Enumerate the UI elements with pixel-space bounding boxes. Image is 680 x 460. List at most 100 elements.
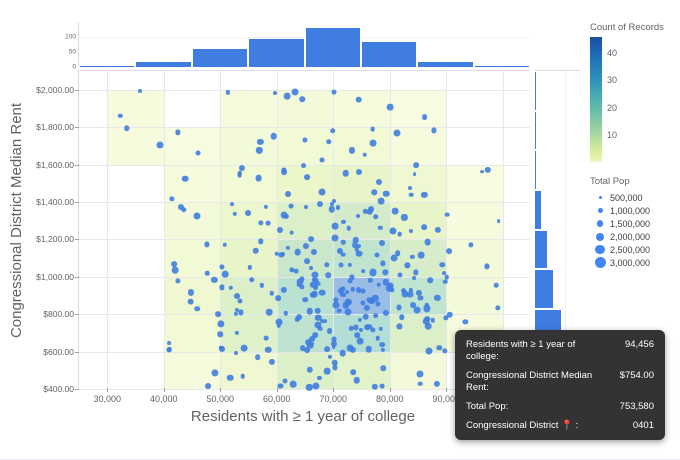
scatter-point[interactable] <box>360 269 365 273</box>
scatter-point[interactable] <box>368 297 375 305</box>
scatter-point[interactable] <box>325 138 332 145</box>
scatter-point[interactable] <box>408 288 414 293</box>
scatter-point[interactable] <box>439 261 446 268</box>
scatter-point[interactable] <box>344 289 349 295</box>
scatter-point[interactable] <box>226 90 231 95</box>
scatter-point[interactable] <box>412 276 417 280</box>
scatter-point[interactable] <box>371 383 378 391</box>
scatter-point[interactable] <box>181 175 189 182</box>
scatter-point[interactable] <box>416 290 423 297</box>
scatter-point[interactable] <box>237 298 243 304</box>
scatter-point[interactable] <box>331 359 338 366</box>
scatter-point[interactable] <box>412 171 417 176</box>
top-histogram-bar[interactable] <box>304 26 361 67</box>
scatter-point[interactable] <box>446 311 453 318</box>
scatter-point[interactable] <box>390 254 398 262</box>
scatter-point[interactable] <box>275 318 283 326</box>
scatter-point[interactable] <box>318 188 326 196</box>
scatter-point[interactable] <box>280 286 287 293</box>
scatter-point[interactable] <box>254 354 261 361</box>
scatter-point[interactable] <box>376 282 381 287</box>
scatter-point[interactable] <box>399 314 405 321</box>
scatter-point[interactable] <box>442 271 447 276</box>
scatter-point[interactable] <box>196 150 201 156</box>
scatter-point[interactable] <box>245 210 252 217</box>
scatter-point[interactable] <box>355 168 362 175</box>
scatter-point[interactable] <box>193 212 201 220</box>
scatter-point[interactable] <box>446 247 453 254</box>
scatter-point[interactable] <box>383 190 390 198</box>
scatter-point[interactable] <box>382 278 390 286</box>
scatter-point[interactable] <box>280 211 288 219</box>
scatter-point[interactable] <box>404 262 411 269</box>
scatter-point[interactable] <box>443 315 449 321</box>
scatter-point[interactable] <box>342 302 349 309</box>
scatter-point[interactable] <box>273 91 278 96</box>
scatter-point[interactable] <box>332 301 340 309</box>
scatter-point[interactable] <box>238 309 244 315</box>
scatter-point[interactable] <box>462 319 468 325</box>
scatter-point[interactable] <box>430 318 435 323</box>
scatter-point[interactable] <box>235 307 240 312</box>
scatter-point[interactable] <box>339 349 347 357</box>
scatter-point[interactable] <box>324 345 330 352</box>
scatter-point[interactable] <box>266 220 271 226</box>
scatter-point[interactable] <box>175 129 181 136</box>
scatter-point[interactable] <box>425 322 432 330</box>
scatter-point[interactable] <box>306 384 313 391</box>
scatter-point[interactable] <box>392 207 399 215</box>
scatter-point[interactable] <box>264 346 272 353</box>
scatter-point[interactable] <box>172 267 179 274</box>
scatter-point[interactable] <box>305 339 311 345</box>
scatter-point[interactable] <box>276 323 282 328</box>
scatter-point[interactable] <box>222 242 227 248</box>
scatter-point[interactable] <box>156 141 164 149</box>
scatter-point[interactable] <box>379 341 385 348</box>
scatter-point[interactable] <box>317 326 323 332</box>
scatter-point[interactable] <box>281 252 286 257</box>
scatter-point[interactable] <box>349 274 355 280</box>
scatter-point[interactable] <box>167 347 172 352</box>
scatter-point[interactable] <box>249 276 255 283</box>
scatter-point[interactable] <box>353 376 360 384</box>
scatter-point[interactable] <box>167 340 172 345</box>
scatter-point[interactable] <box>331 89 337 95</box>
scatter-point[interactable] <box>137 88 142 93</box>
scatter-point[interactable] <box>350 287 356 292</box>
scatter-point[interactable] <box>410 254 415 259</box>
scatter-point[interactable] <box>335 205 341 210</box>
scatter-point[interactable] <box>283 93 291 100</box>
scatter-point[interactable] <box>274 251 279 256</box>
top-histogram-bar[interactable] <box>191 48 249 67</box>
scatter-point[interactable] <box>360 299 366 306</box>
scatter-point[interactable] <box>341 252 346 258</box>
scatter-point[interactable] <box>256 147 263 154</box>
scatter-point[interactable] <box>302 243 309 250</box>
scatter-point[interactable] <box>311 277 317 282</box>
scatter-point[interactable] <box>276 226 283 233</box>
scatter-point[interactable] <box>408 186 413 190</box>
scatter-point[interactable] <box>323 319 327 324</box>
scatter-point[interactable] <box>311 290 319 298</box>
scatter-point[interactable] <box>355 213 360 218</box>
scatter-point[interactable] <box>434 294 441 301</box>
scatter-point[interactable] <box>397 272 403 278</box>
scatter-point[interactable] <box>228 285 234 290</box>
scatter-point[interactable] <box>211 369 219 377</box>
scatter-point[interactable] <box>304 174 310 181</box>
scatter-point[interactable] <box>257 238 264 245</box>
right-histogram-bar[interactable] <box>535 110 537 151</box>
scatter-point[interactable] <box>396 323 403 329</box>
scatter-point[interactable] <box>275 295 282 302</box>
scatter-point[interactable] <box>350 369 356 376</box>
scatter-point[interactable] <box>303 347 310 353</box>
scatter-point[interactable] <box>346 226 352 231</box>
scatter-point[interactable] <box>372 295 379 302</box>
scatter-point[interactable] <box>353 324 359 330</box>
scatter-point[interactable] <box>332 364 338 371</box>
scatter-point[interactable] <box>423 304 431 312</box>
scatter-point[interactable] <box>344 308 352 316</box>
scatter-point[interactable] <box>372 312 379 319</box>
scatter-point[interactable] <box>362 152 368 157</box>
scatter-point[interactable] <box>298 284 305 290</box>
